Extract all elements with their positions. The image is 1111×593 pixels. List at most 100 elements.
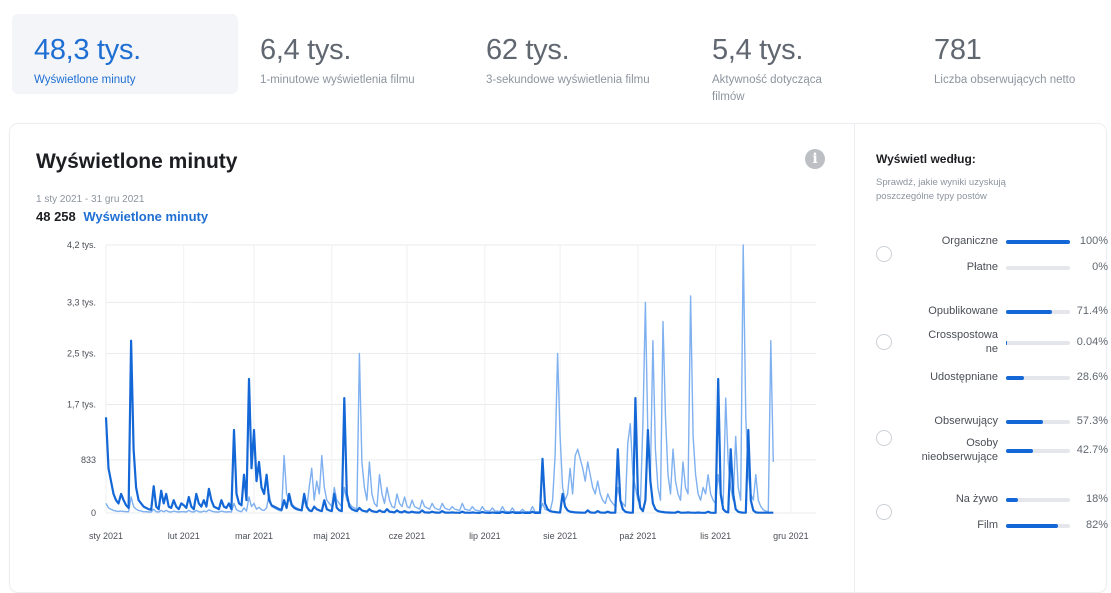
breakdown-bar-fill [1006, 498, 1018, 502]
metric-tab-video-engagement[interactable]: 5,4 tys. Aktywność dotycząca filmów [690, 14, 916, 103]
breakdown-row: Udostępniane 28.6% [870, 370, 1110, 390]
total-value: 48 258 [36, 209, 76, 224]
x-tick-label: sty 2021 [89, 531, 123, 541]
x-tick-label: cze 2021 [389, 531, 426, 541]
date-range: 1 sty 2021 - 31 gru 2021 [36, 194, 145, 205]
breakdown-row-percent: 82% [1085, 519, 1108, 531]
breakdown-row-label: Płatne [966, 261, 998, 273]
y-tick-label: 3,3 tys. [67, 297, 96, 307]
breakdown-row: Obserwujący 57.3% [870, 414, 1110, 434]
breakdown-bar-fill [1006, 420, 1043, 424]
breakdown-row-label: Udostępniane [930, 371, 998, 383]
metric-value: 48,3 tys. [34, 34, 141, 66]
breakdown-row: Film 82% [870, 518, 1110, 538]
metric-label: Aktywność dotycząca filmów [712, 74, 822, 103]
metric-label: 3-sekundowe wyświetlenia filmu [486, 74, 650, 86]
breakdown-group-paid[interactable]: Organiczne 100% Płatne 0% [870, 232, 1110, 278]
radio-button[interactable] [876, 504, 892, 520]
breakdown-row-label: Crosspostowan­e [928, 329, 998, 355]
breakdown-bar-fill [1006, 449, 1034, 453]
panel-divider [854, 124, 855, 592]
x-tick-label: lis 2021 [700, 531, 731, 541]
breakdown-row: Płatne 0% [870, 260, 1110, 280]
breakdown-bar [1006, 376, 1070, 380]
info-icon[interactable]: i [805, 149, 825, 169]
breakdown-group-format[interactable]: Na żywo 18% Film 82% [870, 490, 1110, 536]
metric-tab-3sec-views[interactable]: 62 tys. 3-sekundowe wyświetlenia filmu [464, 14, 690, 94]
x-tick-label: sie 2021 [543, 531, 577, 541]
metric-label: 1-minutowe wyświetlenia filmu [260, 74, 415, 86]
series-line-2 [105, 244, 774, 513]
breakdown-row-percent: 100% [1079, 235, 1108, 247]
breakdown-bar [1006, 310, 1070, 314]
chart-grid [105, 244, 816, 514]
metric-value: 62 tys. [486, 34, 570, 66]
breakdown-group-audience[interactable]: Obserwujący 57.3% Osoby nieobserwujące 4… [870, 410, 1110, 470]
y-tick-label: 833 [81, 455, 96, 465]
breakdown-row: Osoby nieobserwujące 42.7% [870, 436, 1110, 468]
breakdown-bar [1006, 240, 1070, 244]
breakdown-subtitle: Sprawdź, jakie wyniki uzyskują poszczegó… [876, 177, 1006, 202]
breakdown-row-percent: 0.04% [1076, 336, 1108, 348]
metric-tab-net-followers[interactable]: 781 Liczba obserwujących netto [912, 14, 1102, 94]
metric-value: 6,4 tys. [260, 34, 352, 66]
radio-button[interactable] [876, 430, 892, 446]
metric-label: Wyświetlone minuty [34, 74, 136, 86]
metric-value: 781 [934, 34, 982, 66]
chart-panel: Wyświetlone minuty i 1 sty 2021 - 31 gru… [10, 124, 1108, 592]
breakdown-bar-fill [1006, 240, 1070, 244]
breakdown-row-label: Opublikowane [928, 305, 998, 317]
breakdown-row-percent: 71.4% [1076, 305, 1108, 317]
radio-button[interactable] [876, 334, 892, 350]
total-metric-label: Wyświetlone minuty [83, 209, 209, 224]
breakdown-row-label: Organiczne [941, 235, 998, 247]
breakdown-row-percent: 42.7% [1076, 444, 1108, 456]
x-tick-label: paź 2021 [619, 531, 656, 541]
breakdown-bar-fill [1006, 341, 1007, 345]
breakdown-bar [1006, 420, 1070, 424]
series-line-1 [104, 339, 774, 514]
x-tick-label: mar 2021 [235, 531, 273, 541]
chart-title: Wyświetlone minuty [36, 150, 238, 173]
x-axis-ticks: sty 2021 lut 2021 mar 2021 maj 2021 cze 2021… [89, 531, 809, 541]
radio-button[interactable] [876, 246, 892, 262]
breakdown-row-label: Na żywo [955, 493, 998, 505]
metric-label: Liczba obserwujących netto [934, 74, 1076, 86]
breakdown-row-percent: 0% [1092, 261, 1108, 273]
breakdown-row-percent: 28.6% [1076, 371, 1108, 383]
breakdown-bar [1006, 524, 1070, 528]
breakdown-row-label: Osoby nieobserwujące [921, 437, 998, 463]
breakdown-row-label: Film [977, 519, 998, 531]
y-tick-label: 4,2 tys. [67, 240, 96, 250]
breakdown-row: Organiczne 100% [870, 234, 1110, 254]
x-tick-label: gru 2021 [773, 531, 809, 541]
y-axis-ticks: 0 833 1,7 tys. 2,5 tys. 3,3 tys. 4,2 tys. [67, 240, 96, 518]
metric-value: 5,4 tys. [712, 34, 804, 66]
x-tick-label: lip 2021 [469, 531, 501, 541]
breakdown-bar [1006, 266, 1070, 270]
breakdown-bar [1006, 341, 1070, 345]
y-tick-label: 0 [91, 508, 96, 518]
breakdown-row: Na żywo 18% [870, 492, 1110, 512]
breakdown-row-label: Obserwujący [934, 415, 998, 427]
chart-series [104, 244, 774, 514]
x-tick-label: maj 2021 [313, 531, 350, 541]
total-summary: 48 258 Wyświetlone minuty [36, 209, 208, 224]
metric-tabs: 48,3 tys. Wyświetlone minuty 6,4 tys. 1-… [12, 14, 1102, 122]
breakdown-bar [1006, 449, 1070, 453]
metric-tab-minutes-viewed[interactable]: 48,3 tys. Wyświetlone minuty [12, 14, 238, 94]
x-tick-label: lut 2021 [168, 531, 200, 541]
y-tick-label: 1,7 tys. [67, 400, 96, 410]
y-tick-label: 2,5 tys. [67, 348, 96, 358]
breakdown-bar [1006, 498, 1070, 502]
breakdown-bar-fill [1006, 310, 1052, 314]
breakdown-row-percent: 57.3% [1076, 415, 1108, 427]
breakdown-row: Opublikowane 71.4% [870, 304, 1110, 324]
breakdown-group-post-type[interactable]: Opublikowane 71.4% Crosspostowan­e 0.04%… [870, 300, 1110, 390]
breakdown-bar-fill [1006, 376, 1025, 380]
metric-tab-1min-views[interactable]: 6,4 tys. 1-minutowe wyświetlenia filmu [238, 14, 464, 94]
breakdown-bar-fill [1006, 524, 1059, 528]
line-chart: 0 833 1,7 tys. 2,5 tys. 3,3 tys. 4,2 tys. sty… [67, 240, 816, 541]
breakdown-row-percent: 18% [1085, 493, 1108, 505]
breakdown-row: Crosspostowan­e 0.04% [870, 328, 1110, 360]
